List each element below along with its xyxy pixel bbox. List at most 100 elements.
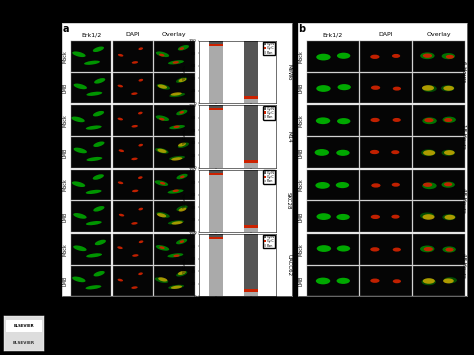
Text: Overlay: Overlay	[162, 32, 187, 37]
Text: Mock: Mock	[63, 50, 67, 62]
Ellipse shape	[180, 175, 184, 178]
Bar	[245, 41, 258, 96]
Text: 48 Hours: 48 Hours	[461, 253, 466, 278]
Ellipse shape	[444, 182, 452, 186]
Ellipse shape	[86, 221, 102, 225]
Ellipse shape	[168, 285, 184, 289]
Ellipse shape	[173, 126, 180, 128]
Ellipse shape	[392, 183, 400, 187]
Ellipse shape	[337, 118, 350, 124]
Ellipse shape	[422, 85, 434, 91]
Ellipse shape	[315, 149, 329, 156]
Ellipse shape	[443, 86, 454, 91]
Ellipse shape	[168, 220, 184, 224]
Ellipse shape	[93, 271, 105, 277]
Bar	[245, 160, 258, 163]
Ellipse shape	[168, 190, 183, 193]
Ellipse shape	[138, 272, 143, 275]
Ellipse shape	[171, 285, 182, 289]
Text: Erk1/2: Erk1/2	[323, 32, 343, 37]
Ellipse shape	[336, 182, 349, 188]
Ellipse shape	[156, 115, 169, 121]
Ellipse shape	[371, 183, 381, 187]
Text: 18 Hours: 18 Hours	[461, 124, 466, 149]
Ellipse shape	[172, 221, 182, 225]
Ellipse shape	[337, 214, 350, 220]
Text: DAPI: DAPI	[379, 32, 393, 37]
Ellipse shape	[131, 286, 137, 289]
Ellipse shape	[73, 83, 87, 89]
Text: DAPI: DAPI	[126, 32, 140, 37]
Ellipse shape	[337, 245, 350, 252]
Ellipse shape	[173, 61, 179, 64]
Ellipse shape	[422, 118, 437, 124]
Ellipse shape	[420, 212, 434, 219]
Text: SKC28: SKC28	[286, 192, 291, 209]
Ellipse shape	[392, 247, 401, 252]
Ellipse shape	[423, 54, 432, 58]
Ellipse shape	[95, 240, 106, 245]
Ellipse shape	[157, 149, 166, 153]
Ellipse shape	[392, 215, 400, 219]
Ellipse shape	[173, 255, 180, 257]
Ellipse shape	[138, 47, 143, 50]
Ellipse shape	[118, 54, 123, 56]
Ellipse shape	[424, 118, 434, 122]
Text: Journal of Investigative Dermatology 2012 132, 2780-2790DOI: (10.1038/jid.2012.2: Journal of Investigative Dermatology 201…	[55, 318, 244, 322]
Ellipse shape	[85, 285, 101, 289]
Ellipse shape	[446, 248, 454, 252]
Bar	[245, 225, 258, 228]
Ellipse shape	[423, 182, 432, 187]
Ellipse shape	[443, 246, 456, 252]
Ellipse shape	[86, 253, 102, 257]
Ellipse shape	[180, 240, 184, 243]
Ellipse shape	[84, 61, 100, 65]
Bar	[210, 234, 223, 237]
Ellipse shape	[118, 149, 124, 152]
Ellipse shape	[337, 53, 350, 59]
Y-axis label: % Cells: % Cells	[183, 193, 187, 208]
Text: LMB: LMB	[299, 276, 303, 286]
Ellipse shape	[93, 206, 104, 212]
Ellipse shape	[72, 181, 85, 187]
Bar	[245, 163, 258, 168]
Ellipse shape	[316, 278, 330, 284]
Ellipse shape	[160, 182, 165, 185]
Ellipse shape	[444, 118, 452, 122]
Ellipse shape	[93, 111, 104, 116]
Ellipse shape	[444, 150, 455, 155]
Ellipse shape	[392, 118, 401, 122]
Ellipse shape	[132, 61, 138, 64]
Ellipse shape	[317, 213, 331, 220]
Text: LMB: LMB	[299, 83, 303, 93]
Text: LMB: LMB	[299, 212, 303, 222]
Ellipse shape	[422, 85, 437, 92]
Ellipse shape	[423, 150, 435, 155]
Ellipse shape	[156, 84, 170, 89]
Ellipse shape	[442, 150, 455, 156]
Ellipse shape	[118, 118, 123, 120]
Ellipse shape	[441, 85, 455, 91]
Y-axis label: % Cells: % Cells	[183, 65, 187, 80]
Ellipse shape	[371, 215, 380, 219]
Bar	[210, 237, 223, 239]
Text: LMB: LMB	[63, 83, 67, 93]
Text: Mock: Mock	[299, 50, 303, 62]
Ellipse shape	[176, 110, 187, 115]
Ellipse shape	[393, 279, 401, 283]
Ellipse shape	[158, 84, 167, 89]
Ellipse shape	[73, 213, 87, 219]
Ellipse shape	[442, 214, 456, 220]
Text: Mock: Mock	[63, 114, 67, 127]
Legend: Cy.N, Cy.C, Pan: Cy.N, Cy.C, Pan	[263, 170, 275, 184]
Text: UACC62: UACC62	[286, 254, 291, 276]
Ellipse shape	[370, 247, 380, 252]
Ellipse shape	[132, 254, 138, 257]
Ellipse shape	[337, 84, 351, 90]
Bar	[245, 99, 258, 103]
Y-axis label: % Cells: % Cells	[183, 258, 187, 273]
Text: LMB: LMB	[63, 212, 67, 222]
Ellipse shape	[392, 54, 400, 58]
Ellipse shape	[156, 212, 170, 218]
Ellipse shape	[176, 206, 188, 211]
